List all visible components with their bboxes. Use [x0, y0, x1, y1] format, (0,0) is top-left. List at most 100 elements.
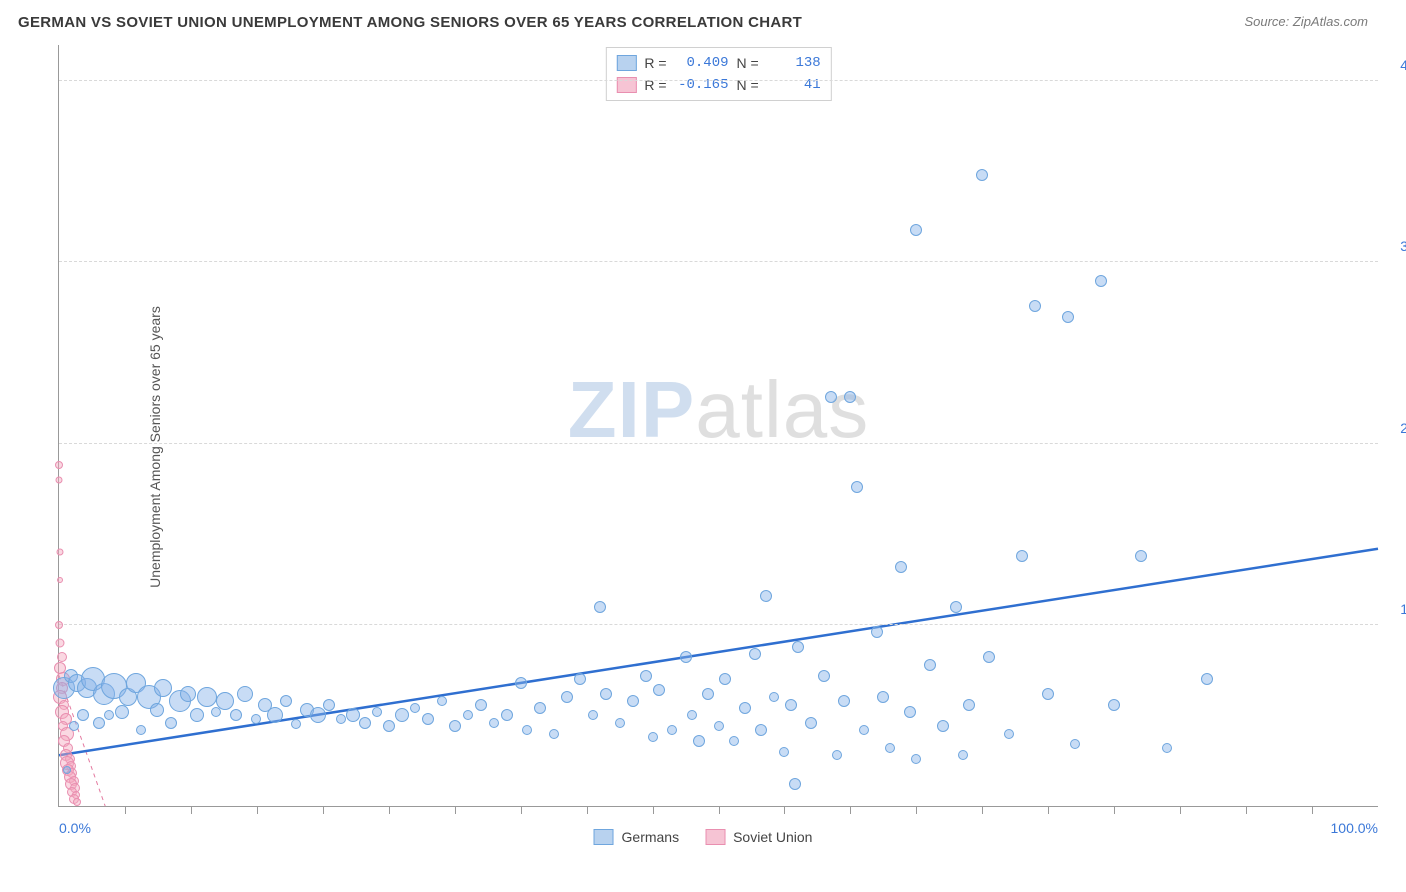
data-point-germans	[422, 713, 434, 725]
data-point-germans	[1095, 275, 1107, 287]
stats-n-label: N =	[737, 52, 759, 74]
data-point-germans	[729, 736, 739, 746]
x-tick	[784, 806, 785, 814]
x-tick	[719, 806, 720, 814]
stats-r-label: R =	[644, 52, 666, 74]
data-point-germans	[1162, 743, 1172, 753]
data-point-germans	[549, 729, 559, 739]
series-legend: Germans Soviet Union	[594, 829, 813, 845]
data-point-germans	[1016, 550, 1028, 562]
stats-n-value-germans: 138	[767, 52, 821, 74]
plot-region: ZIPatlas R = 0.409 N = 138 R = -0.165 N …	[58, 45, 1378, 807]
data-point-germans	[963, 699, 975, 711]
gridline	[59, 624, 1378, 625]
x-tick	[521, 806, 522, 814]
data-point-germans	[1004, 729, 1014, 739]
watermark-part2: atlas	[695, 365, 869, 454]
data-point-soviet	[56, 476, 63, 483]
x-tick-label: 0.0%	[59, 820, 91, 836]
gridline	[59, 443, 1378, 444]
data-point-germans	[615, 718, 625, 728]
x-tick	[323, 806, 324, 814]
data-point-germans	[859, 725, 869, 735]
data-point-germans	[588, 710, 598, 720]
x-tick	[1312, 806, 1313, 814]
data-point-germans	[165, 717, 177, 729]
data-point-germans	[805, 717, 817, 729]
data-point-soviet	[56, 638, 65, 647]
stats-r-label: R =	[644, 74, 666, 96]
data-point-germans	[197, 687, 217, 707]
data-point-germans	[877, 691, 889, 703]
data-point-germans	[561, 691, 573, 703]
data-point-germans	[230, 709, 242, 721]
x-tick	[850, 806, 851, 814]
data-point-germans	[489, 718, 499, 728]
x-tick	[653, 806, 654, 814]
swatch-germans	[616, 55, 636, 71]
x-tick	[125, 806, 126, 814]
data-point-germans	[77, 709, 89, 721]
data-point-germans	[372, 707, 382, 717]
legend-label-germans: Germans	[622, 829, 680, 845]
data-point-germans	[693, 735, 705, 747]
chart-title: GERMAN VS SOVIET UNION UNEMPLOYMENT AMON…	[18, 14, 802, 31]
y-tick-label: 40.0%	[1400, 57, 1406, 73]
data-point-germans	[924, 659, 936, 671]
data-point-germans	[983, 651, 995, 663]
data-point-germans	[534, 702, 546, 714]
data-point-germans	[136, 725, 146, 735]
data-point-germans	[851, 481, 863, 493]
stats-n-value-soviet: 41	[767, 74, 821, 96]
data-point-soviet	[73, 798, 81, 806]
data-point-germans	[251, 714, 261, 724]
gridline	[59, 80, 1378, 81]
data-point-germans	[904, 706, 916, 718]
x-tick	[982, 806, 983, 814]
data-point-germans	[769, 692, 779, 702]
data-point-soviet	[57, 549, 64, 556]
x-tick	[1048, 806, 1049, 814]
data-point-germans	[150, 703, 164, 717]
legend-item-soviet: Soviet Union	[705, 829, 812, 845]
data-point-germans	[180, 686, 196, 702]
stats-legend: R = 0.409 N = 138 R = -0.165 N = 41	[605, 47, 831, 101]
data-point-germans	[359, 717, 371, 729]
data-point-germans	[648, 732, 658, 742]
data-point-germans	[336, 714, 346, 724]
x-tick	[916, 806, 917, 814]
data-point-germans	[515, 677, 527, 689]
data-point-germans	[792, 641, 804, 653]
data-point-germans	[522, 725, 532, 735]
stats-row-germans: R = 0.409 N = 138	[616, 52, 820, 74]
x-tick	[191, 806, 192, 814]
data-point-germans	[739, 702, 751, 714]
data-point-germans	[760, 590, 772, 602]
data-point-germans	[346, 708, 360, 722]
data-point-germans	[895, 561, 907, 573]
data-point-germans	[825, 391, 837, 403]
data-point-germans	[818, 670, 830, 682]
data-point-germans	[1135, 550, 1147, 562]
stats-n-label: N =	[737, 74, 759, 96]
data-point-germans	[755, 724, 767, 736]
data-point-germans	[1029, 300, 1041, 312]
chart-area: Unemployment Among Seniors over 65 years…	[18, 37, 1388, 857]
data-point-germans	[1042, 688, 1054, 700]
data-point-germans	[437, 696, 447, 706]
data-point-germans	[667, 725, 677, 735]
data-point-germans	[310, 707, 326, 723]
data-point-germans	[463, 710, 473, 720]
data-point-germans	[154, 679, 172, 697]
data-point-germans	[937, 720, 949, 732]
x-tick	[455, 806, 456, 814]
data-point-germans	[216, 692, 234, 710]
trendlines-layer	[59, 45, 1378, 806]
x-tick	[389, 806, 390, 814]
x-tick	[587, 806, 588, 814]
data-point-germans	[910, 224, 922, 236]
data-point-germans	[63, 766, 71, 774]
stats-row-soviet: R = -0.165 N = 41	[616, 74, 820, 96]
data-point-soviet	[55, 621, 63, 629]
data-point-germans	[714, 721, 724, 731]
